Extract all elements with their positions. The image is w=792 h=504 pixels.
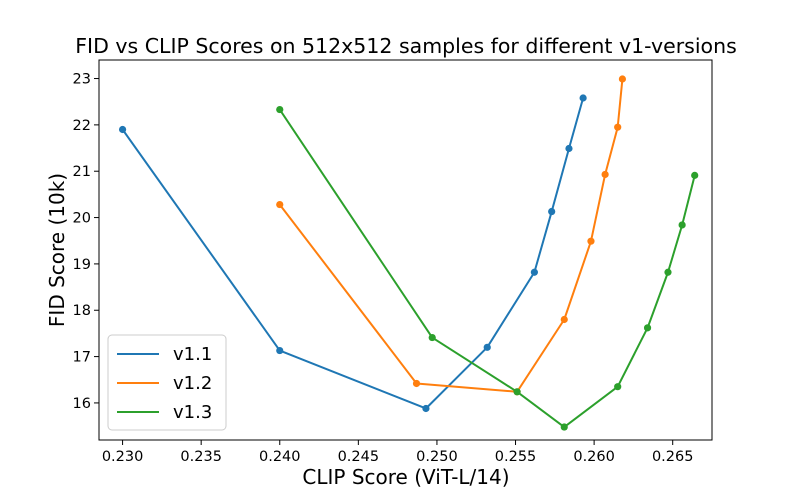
y-axis-ticks: 16 17 18 19 20 21 22 23 <box>73 72 99 412</box>
plot-frame <box>98 59 713 441</box>
data-point <box>422 404 430 413</box>
y-tick-label: 21 <box>73 164 91 180</box>
series-line <box>278 109 696 429</box>
data-point <box>560 315 568 324</box>
x-axis-label: CLIP Score (ViT-L/14) <box>302 465 509 489</box>
chart-title: FID vs CLIP Scores on 512x512 samples fo… <box>75 34 737 58</box>
data-point <box>579 94 587 102</box>
data-point <box>548 207 556 216</box>
data-point <box>560 423 568 431</box>
plot-area <box>118 75 699 431</box>
y-tick-label: 18 <box>73 303 91 319</box>
data-point <box>565 144 573 153</box>
x-tick-label: 0.255 <box>495 449 537 465</box>
legend-label: v1.2 <box>173 373 212 394</box>
data-point <box>276 105 284 114</box>
x-axis-ticks: 0.230 0.235 0.240 0.245 0.250 0.255 0.260 0.265 <box>102 440 694 465</box>
y-tick-label: 19 <box>73 257 91 273</box>
series-v1.1 <box>118 94 587 413</box>
data-point <box>614 123 622 131</box>
series-line <box>121 97 585 410</box>
data-point <box>513 388 521 396</box>
y-tick-label: 16 <box>73 396 91 412</box>
legend-frame <box>107 334 227 431</box>
data-point <box>601 170 609 179</box>
y-tick-label: 17 <box>73 350 91 366</box>
data-point <box>412 379 421 388</box>
data-point <box>428 333 436 342</box>
x-tick-label: 0.240 <box>259 449 301 465</box>
x-tick-label: 0.235 <box>180 449 222 465</box>
data-point <box>587 237 595 245</box>
data-point <box>664 268 672 276</box>
series-v1.3 <box>276 105 699 431</box>
data-point <box>618 75 627 83</box>
data-point <box>483 343 491 351</box>
y-axis-label: FID Score (10k) <box>45 173 69 327</box>
legend-label: v1.3 <box>173 402 212 423</box>
series-line <box>278 78 624 393</box>
y-tick-label: 23 <box>73 72 91 88</box>
legend-label: v1.1 <box>173 344 212 365</box>
x-tick-label: 0.230 <box>102 449 144 465</box>
x-tick-label: 0.245 <box>338 449 380 465</box>
x-tick-label: 0.250 <box>416 449 458 465</box>
x-tick-label: 0.265 <box>652 449 694 465</box>
data-point <box>118 125 127 134</box>
data-point <box>530 268 538 276</box>
x-tick-label: 0.260 <box>573 449 615 465</box>
y-tick-label: 20 <box>73 211 91 227</box>
data-point <box>643 324 652 332</box>
data-point <box>276 346 284 355</box>
y-tick-label: 22 <box>73 118 91 134</box>
data-point <box>678 221 686 229</box>
data-point <box>691 171 699 179</box>
legend: v1.1 v1.2 v1.3 <box>107 334 227 431</box>
data-point <box>614 383 622 391</box>
series-v1.2 <box>276 75 627 396</box>
data-point <box>276 200 284 209</box>
